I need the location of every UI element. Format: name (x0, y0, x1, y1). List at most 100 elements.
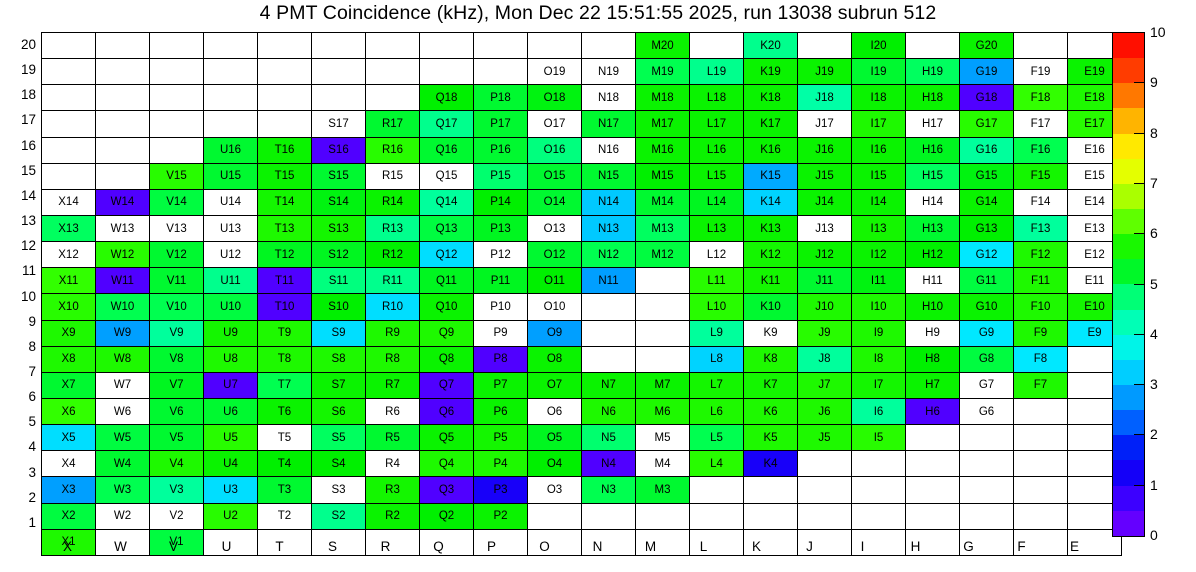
heatmap-cell-v3[interactable]: V3 (149, 476, 204, 504)
heatmap-cell-h13[interactable]: H13 (905, 214, 960, 243)
heatmap-cell-m18[interactable]: M18 (635, 84, 690, 112)
heatmap-cell-f13[interactable]: F13 (1013, 214, 1068, 243)
heatmap-cell-u11[interactable]: U11 (203, 267, 258, 295)
heatmap-cell-empty[interactable] (635, 345, 690, 373)
heatmap-cell-j8[interactable]: J8 (797, 345, 852, 373)
heatmap-cell-o8[interactable]: O8 (527, 345, 582, 373)
heatmap-cell-empty[interactable] (581, 528, 636, 556)
heatmap-cell-l18[interactable]: L18 (689, 84, 744, 112)
heatmap-cell-v9[interactable]: V9 (149, 319, 204, 347)
heatmap-cell-k7[interactable]: K7 (743, 371, 798, 399)
heatmap-cell-n4[interactable]: N4 (581, 450, 636, 478)
heatmap-cell-p17[interactable]: P17 (473, 110, 528, 138)
heatmap-cell-j13[interactable]: J13 (797, 214, 852, 243)
heatmap-cell-j5[interactable]: J5 (797, 424, 852, 452)
heatmap-cell-j14[interactable]: J14 (797, 188, 852, 216)
heatmap-cell-q10[interactable]: Q10 (419, 293, 474, 321)
heatmap-cell-p3[interactable]: P3 (473, 476, 528, 504)
heatmap-cell-t2[interactable]: T2 (257, 502, 312, 530)
heatmap-cell-h18[interactable]: H18 (905, 84, 960, 112)
heatmap-cell-l10[interactable]: L10 (689, 293, 744, 321)
heatmap-cell-n18[interactable]: N18 (581, 84, 636, 112)
heatmap-cell-v12[interactable]: V12 (149, 241, 204, 269)
heatmap-cell-l17[interactable]: L17 (689, 110, 744, 138)
heatmap-cell-x6[interactable]: X6 (41, 397, 96, 426)
heatmap-cell-r13[interactable]: R13 (365, 214, 420, 243)
heatmap-cell-p5[interactable]: P5 (473, 424, 528, 452)
heatmap-cell-empty[interactable] (41, 162, 96, 190)
heatmap-cell-k20[interactable]: K20 (743, 31, 798, 60)
heatmap-cell-q12[interactable]: Q12 (419, 241, 474, 269)
heatmap-cell-u4[interactable]: U4 (203, 450, 258, 478)
heatmap-cell-t4[interactable]: T4 (257, 450, 312, 478)
heatmap-cell-n11[interactable]: N11 (581, 267, 636, 295)
heatmap-cell-h10[interactable]: H10 (905, 293, 960, 321)
heatmap-cell-k6[interactable]: K6 (743, 397, 798, 426)
heatmap-cell-t11[interactable]: T11 (257, 267, 312, 295)
heatmap-cell-i19[interactable]: I19 (851, 58, 906, 86)
heatmap-cell-q17[interactable]: Q17 (419, 110, 474, 138)
heatmap-cell-x7[interactable]: X7 (41, 371, 96, 399)
heatmap-cell-empty[interactable] (581, 502, 636, 530)
heatmap-cell-p12[interactable]: P12 (473, 241, 528, 269)
heatmap-cell-q8[interactable]: Q8 (419, 345, 474, 373)
heatmap-cell-empty[interactable] (95, 31, 150, 60)
heatmap-cell-empty[interactable] (311, 58, 366, 86)
heatmap-cell-x10[interactable]: X10 (41, 293, 96, 321)
heatmap-cell-empty[interactable] (905, 424, 960, 452)
heatmap-cell-x5[interactable]: X5 (41, 424, 96, 452)
heatmap-cell-l6[interactable]: L6 (689, 397, 744, 426)
heatmap-cell-x9[interactable]: X9 (41, 319, 96, 347)
heatmap-cell-r9[interactable]: R9 (365, 319, 420, 347)
heatmap-cell-empty[interactable] (419, 528, 474, 556)
heatmap-cell-p8[interactable]: P8 (473, 345, 528, 373)
heatmap-cell-empty[interactable] (311, 84, 366, 112)
heatmap-cell-t8[interactable]: T8 (257, 345, 312, 373)
heatmap-cell-s3[interactable]: S3 (311, 476, 366, 504)
heatmap-cell-empty[interactable] (797, 528, 852, 556)
heatmap-cell-t13[interactable]: T13 (257, 214, 312, 243)
heatmap-cell-empty[interactable] (635, 528, 690, 556)
heatmap-cell-s5[interactable]: S5 (311, 424, 366, 452)
heatmap-cell-i8[interactable]: I8 (851, 345, 906, 373)
heatmap-cell-u15[interactable]: U15 (203, 162, 258, 190)
heatmap-cell-q16[interactable]: Q16 (419, 136, 474, 164)
heatmap-cell-n5[interactable]: N5 (581, 424, 636, 452)
heatmap-cell-r7[interactable]: R7 (365, 371, 420, 399)
heatmap-cell-o19[interactable]: O19 (527, 58, 582, 86)
heatmap-cell-t3[interactable]: T3 (257, 476, 312, 504)
heatmap-cell-p7[interactable]: P7 (473, 371, 528, 399)
heatmap-cell-empty[interactable] (149, 58, 204, 86)
heatmap-cell-empty[interactable] (689, 502, 744, 530)
heatmap-cell-j12[interactable]: J12 (797, 241, 852, 269)
heatmap-cell-v6[interactable]: V6 (149, 397, 204, 426)
heatmap-cell-empty[interactable] (365, 31, 420, 60)
heatmap-cell-j11[interactable]: J11 (797, 267, 852, 295)
heatmap-cell-empty[interactable] (149, 84, 204, 112)
heatmap-cell-w7[interactable]: W7 (95, 371, 150, 399)
heatmap-cell-g15[interactable]: G15 (959, 162, 1014, 190)
heatmap-cell-s4[interactable]: S4 (311, 450, 366, 478)
heatmap-cell-r15[interactable]: R15 (365, 162, 420, 190)
heatmap-cell-m12[interactable]: M12 (635, 241, 690, 269)
heatmap-cell-g19[interactable]: G19 (959, 58, 1014, 86)
heatmap-cell-empty[interactable] (257, 58, 312, 86)
heatmap-cell-o7[interactable]: O7 (527, 371, 582, 399)
heatmap-cell-p6[interactable]: P6 (473, 397, 528, 426)
heatmap-cell-empty[interactable] (905, 502, 960, 530)
heatmap-cell-i6[interactable]: I6 (851, 397, 906, 426)
heatmap-cell-h19[interactable]: H19 (905, 58, 960, 86)
heatmap-cell-empty[interactable] (959, 424, 1014, 452)
heatmap-cell-g18[interactable]: G18 (959, 84, 1014, 112)
heatmap-cell-m5[interactable]: M5 (635, 424, 690, 452)
heatmap-cell-empty[interactable] (689, 476, 744, 504)
heatmap-cell-empty[interactable] (635, 502, 690, 530)
heatmap-cell-m20[interactable]: M20 (635, 31, 690, 60)
heatmap-cell-u10[interactable]: U10 (203, 293, 258, 321)
heatmap-cell-g11[interactable]: G11 (959, 267, 1014, 295)
heatmap-cell-u9[interactable]: U9 (203, 319, 258, 347)
heatmap-cell-empty[interactable] (365, 84, 420, 112)
heatmap-cell-m13[interactable]: M13 (635, 214, 690, 243)
heatmap-cell-l8[interactable]: L8 (689, 345, 744, 373)
heatmap-cell-u12[interactable]: U12 (203, 241, 258, 269)
